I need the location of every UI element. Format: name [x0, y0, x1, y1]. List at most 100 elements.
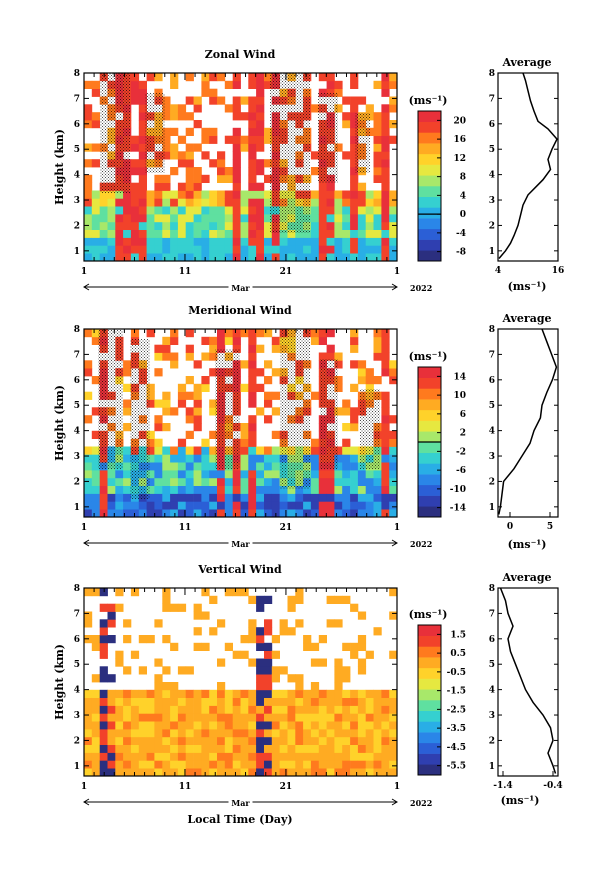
- heatmap-cell: [240, 697, 249, 706]
- heatmap-cell: [115, 713, 124, 722]
- heatmap-cell: [381, 501, 390, 510]
- heatmap-cell: [123, 729, 132, 738]
- heatmap-cell: [154, 73, 163, 82]
- heatmap-cell: [357, 760, 367, 769]
- colorbar-segment: [418, 452, 441, 464]
- month-label-bg: [228, 797, 253, 807]
- heatmap-cell: [115, 768, 124, 777]
- heatmap-cell: [115, 721, 124, 730]
- heatmap-cell: [357, 666, 367, 675]
- y-tick-label: 3: [74, 196, 80, 206]
- heatmap-cell: [381, 768, 390, 777]
- heatmap-cell: [303, 768, 312, 777]
- heatmap-cell: [193, 736, 202, 745]
- heatmap-cell: [224, 135, 233, 144]
- heatmap-cell: [350, 689, 359, 698]
- heatmap-cell: [334, 744, 343, 753]
- heatmap-cell: [240, 689, 249, 698]
- heatmap-cell: [162, 509, 171, 518]
- heatmap-cell: [318, 73, 327, 82]
- heatmap-cell: [342, 729, 351, 738]
- heatmap-cell: [350, 509, 359, 518]
- heatmap-cell: [209, 454, 218, 463]
- heatmap-cell: [170, 603, 179, 612]
- heatmap-cell: [138, 198, 147, 207]
- heatmap-cell: [373, 151, 382, 160]
- colorbar-tick-label: 0.5: [450, 649, 466, 659]
- month-label: Mar: [231, 539, 250, 549]
- heatmap-cell: [154, 446, 163, 455]
- heatmap-cell: [310, 391, 320, 400]
- heatmap-cell: [381, 689, 390, 698]
- colorbar-tick-label: -10: [450, 485, 466, 495]
- heatmap-cell: [162, 705, 171, 714]
- heatmap-cell: [381, 329, 390, 338]
- heatmap-cell: [357, 253, 367, 262]
- heatmap-cell: [389, 721, 398, 730]
- heatmap-cell: [123, 423, 132, 432]
- profile-y-tick-label: 2: [489, 736, 495, 746]
- heatmap-cell: [99, 603, 108, 612]
- heatmap-cell: [271, 344, 280, 353]
- heatmap-cell: [334, 214, 343, 223]
- heatmap-cell: [209, 752, 218, 761]
- heatmap-cell: [389, 237, 398, 246]
- heatmap-cell: [193, 229, 202, 238]
- heatmap-cell: [389, 80, 398, 89]
- heatmap-cell: [381, 198, 390, 207]
- heatmap-cell: [326, 190, 335, 199]
- heatmap-cell: [318, 635, 327, 644]
- heatmap-cell: [248, 182, 257, 191]
- heatmap-cell: [373, 729, 382, 738]
- heatmap-cell: [365, 229, 374, 238]
- heatmap-cell: [154, 352, 163, 361]
- heatmap-cell: [154, 237, 163, 246]
- heatmap-cell: [115, 689, 124, 698]
- heatmap-cell: [326, 595, 335, 604]
- profile-x-tick-label: 5: [547, 522, 553, 532]
- heatmap-cell: [248, 73, 257, 82]
- heatmap-cell: [185, 744, 194, 753]
- heatmap-cell: [123, 509, 132, 518]
- heatmap-cell: [232, 329, 241, 338]
- heatmap-cell: [310, 729, 320, 738]
- heatmap-cell: [123, 485, 132, 494]
- heatmap-cell: [162, 603, 171, 612]
- heatmap-cell: [334, 713, 343, 722]
- zonal-title: Zonal Wind: [205, 48, 276, 61]
- heatmap-cell: [201, 221, 210, 230]
- heatmap-cell: [318, 329, 327, 338]
- heatmap-cell: [256, 713, 265, 722]
- meridional-average-xlabel: (ms⁻¹): [508, 538, 547, 551]
- heatmap-cell: [177, 752, 187, 761]
- heatmap-cell: [256, 237, 265, 246]
- heatmap-cell: [84, 198, 93, 207]
- heatmap-cell: [287, 237, 296, 246]
- heatmap-cell: [84, 229, 93, 238]
- heatmap-cell: [170, 229, 179, 238]
- heatmap-cell: [357, 768, 367, 777]
- y-tick-label: 2: [74, 221, 80, 231]
- heatmap-cell: [146, 206, 155, 215]
- heatmap-cell: [193, 399, 202, 408]
- heatmap-cell: [248, 112, 257, 121]
- y-tick-label: 8: [74, 325, 80, 335]
- heatmap-cell: [138, 135, 147, 144]
- heatmap-cell: [303, 253, 312, 262]
- heatmap-cell: [357, 729, 367, 738]
- heatmap-cell: [350, 477, 359, 486]
- heatmap-cell: [350, 127, 359, 136]
- heatmap-cell: [264, 237, 273, 246]
- heatmap-cell: [279, 229, 288, 238]
- heatmap-cell: [170, 329, 179, 338]
- heatmap-cell: [154, 253, 163, 262]
- heatmap-cell: [373, 336, 382, 345]
- heatmap-cell: [342, 477, 351, 486]
- heatmap-cell: [162, 352, 171, 361]
- heatmap-cell: [381, 462, 390, 471]
- heatmap-cell: [350, 329, 359, 338]
- heatmap-cell: [256, 73, 265, 82]
- heatmap-cell: [318, 744, 327, 753]
- heatmap-cell: [365, 752, 374, 761]
- month-arrow-right: [391, 283, 398, 291]
